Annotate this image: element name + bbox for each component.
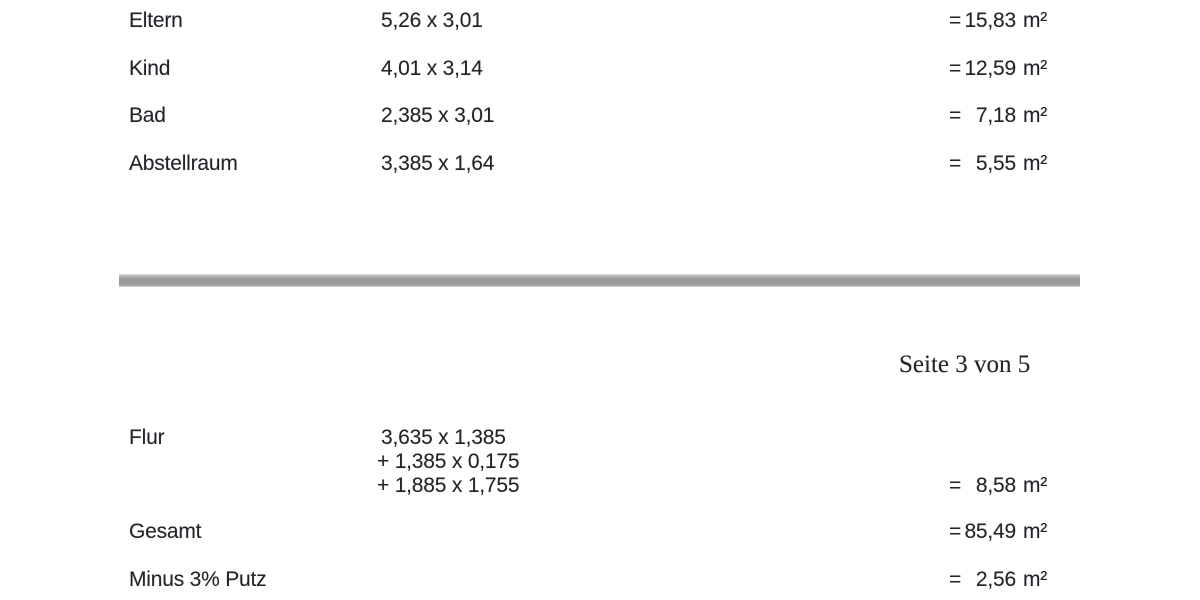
equals-sign: =: [949, 9, 962, 32]
room-area-equation: = 5,55 m²: [949, 152, 1047, 176]
room-dimensions: 2,385 x 3,01: [381, 104, 495, 127]
equals-sign: =: [949, 568, 962, 591]
equals-sign: =: [949, 520, 962, 543]
area-number: 7,18: [975, 104, 1016, 127]
room-row-abstellraum: Abstellraum 3,385 x 1,64 = 5,55 m²: [0, 152, 1200, 176]
room-row-bad: Bad 2,385 x 3,01 = 7,18 m²: [0, 104, 1200, 128]
room-label: Eltern: [129, 9, 183, 32]
room-row-flur: Flur 3,635 x 1,385: [0, 426, 1200, 450]
room-label: Abstellraum: [129, 152, 238, 175]
equals-sign: =: [949, 474, 962, 497]
total-area-equation: = 85,49 m²: [949, 520, 1047, 544]
room-label: Bad: [129, 104, 166, 127]
room-row-flur-line2: + 1,385 x 0,175: [0, 450, 1200, 474]
room-dimensions: 4,01 x 3,14: [381, 57, 483, 80]
room-row-flur-line3: + 1,885 x 1,755 = 8,58 m²: [0, 474, 1200, 498]
room-area-equation: = 12,59 m²: [949, 57, 1047, 81]
room-dimensions-line: + 1,385 x 0,175: [377, 450, 520, 473]
equals-sign: =: [949, 104, 962, 127]
deduction-row-minus-putz: Minus 3% Putz = 2,56 m²: [0, 568, 1200, 592]
area-unit: m²: [1023, 57, 1048, 80]
area-number: 15,83: [964, 9, 1016, 32]
area-unit: m²: [1023, 474, 1048, 497]
page-separator-bar: [119, 274, 1080, 287]
area-number: 8,58: [975, 474, 1016, 497]
total-row-gesamt: Gesamt = 85,49 m²: [0, 520, 1200, 544]
room-label: Kind: [129, 57, 171, 80]
area-number: 5,55: [975, 152, 1016, 175]
room-row-kind: Kind 4,01 x 3,14 = 12,59 m²: [0, 57, 1200, 81]
area-unit: m²: [1023, 152, 1048, 175]
area-unit: m²: [1023, 104, 1048, 127]
area-unit: m²: [1023, 568, 1048, 591]
area-number: 2,56: [975, 568, 1016, 591]
area-number: 12,59: [964, 57, 1016, 80]
deduction-area-equation: = 2,56 m²: [949, 568, 1047, 592]
deduction-label: Minus 3% Putz: [129, 568, 267, 591]
area-number: 85,49: [964, 520, 1016, 543]
room-dimensions: 5,26 x 3,01: [381, 9, 483, 32]
room-dimensions-line: + 1,885 x 1,755: [377, 474, 520, 497]
room-area-equation: = 15,83 m²: [949, 9, 1047, 33]
page-number-label: Seite 3 von 5: [899, 351, 1031, 378]
room-row-eltern: Eltern 5,26 x 3,01 = 15,83 m²: [0, 9, 1200, 33]
room-area-equation: = 7,18 m²: [949, 104, 1047, 128]
area-unit: m²: [1023, 9, 1048, 32]
room-dimensions: 3,385 x 1,64: [381, 152, 495, 175]
area-unit: m²: [1023, 520, 1048, 543]
room-label: Flur: [129, 426, 165, 449]
room-area-equation: = 8,58 m²: [949, 474, 1047, 498]
total-label: Gesamt: [129, 520, 202, 543]
equals-sign: =: [949, 57, 962, 80]
equals-sign: =: [949, 152, 962, 175]
room-dimensions-line: 3,635 x 1,385: [381, 426, 506, 449]
